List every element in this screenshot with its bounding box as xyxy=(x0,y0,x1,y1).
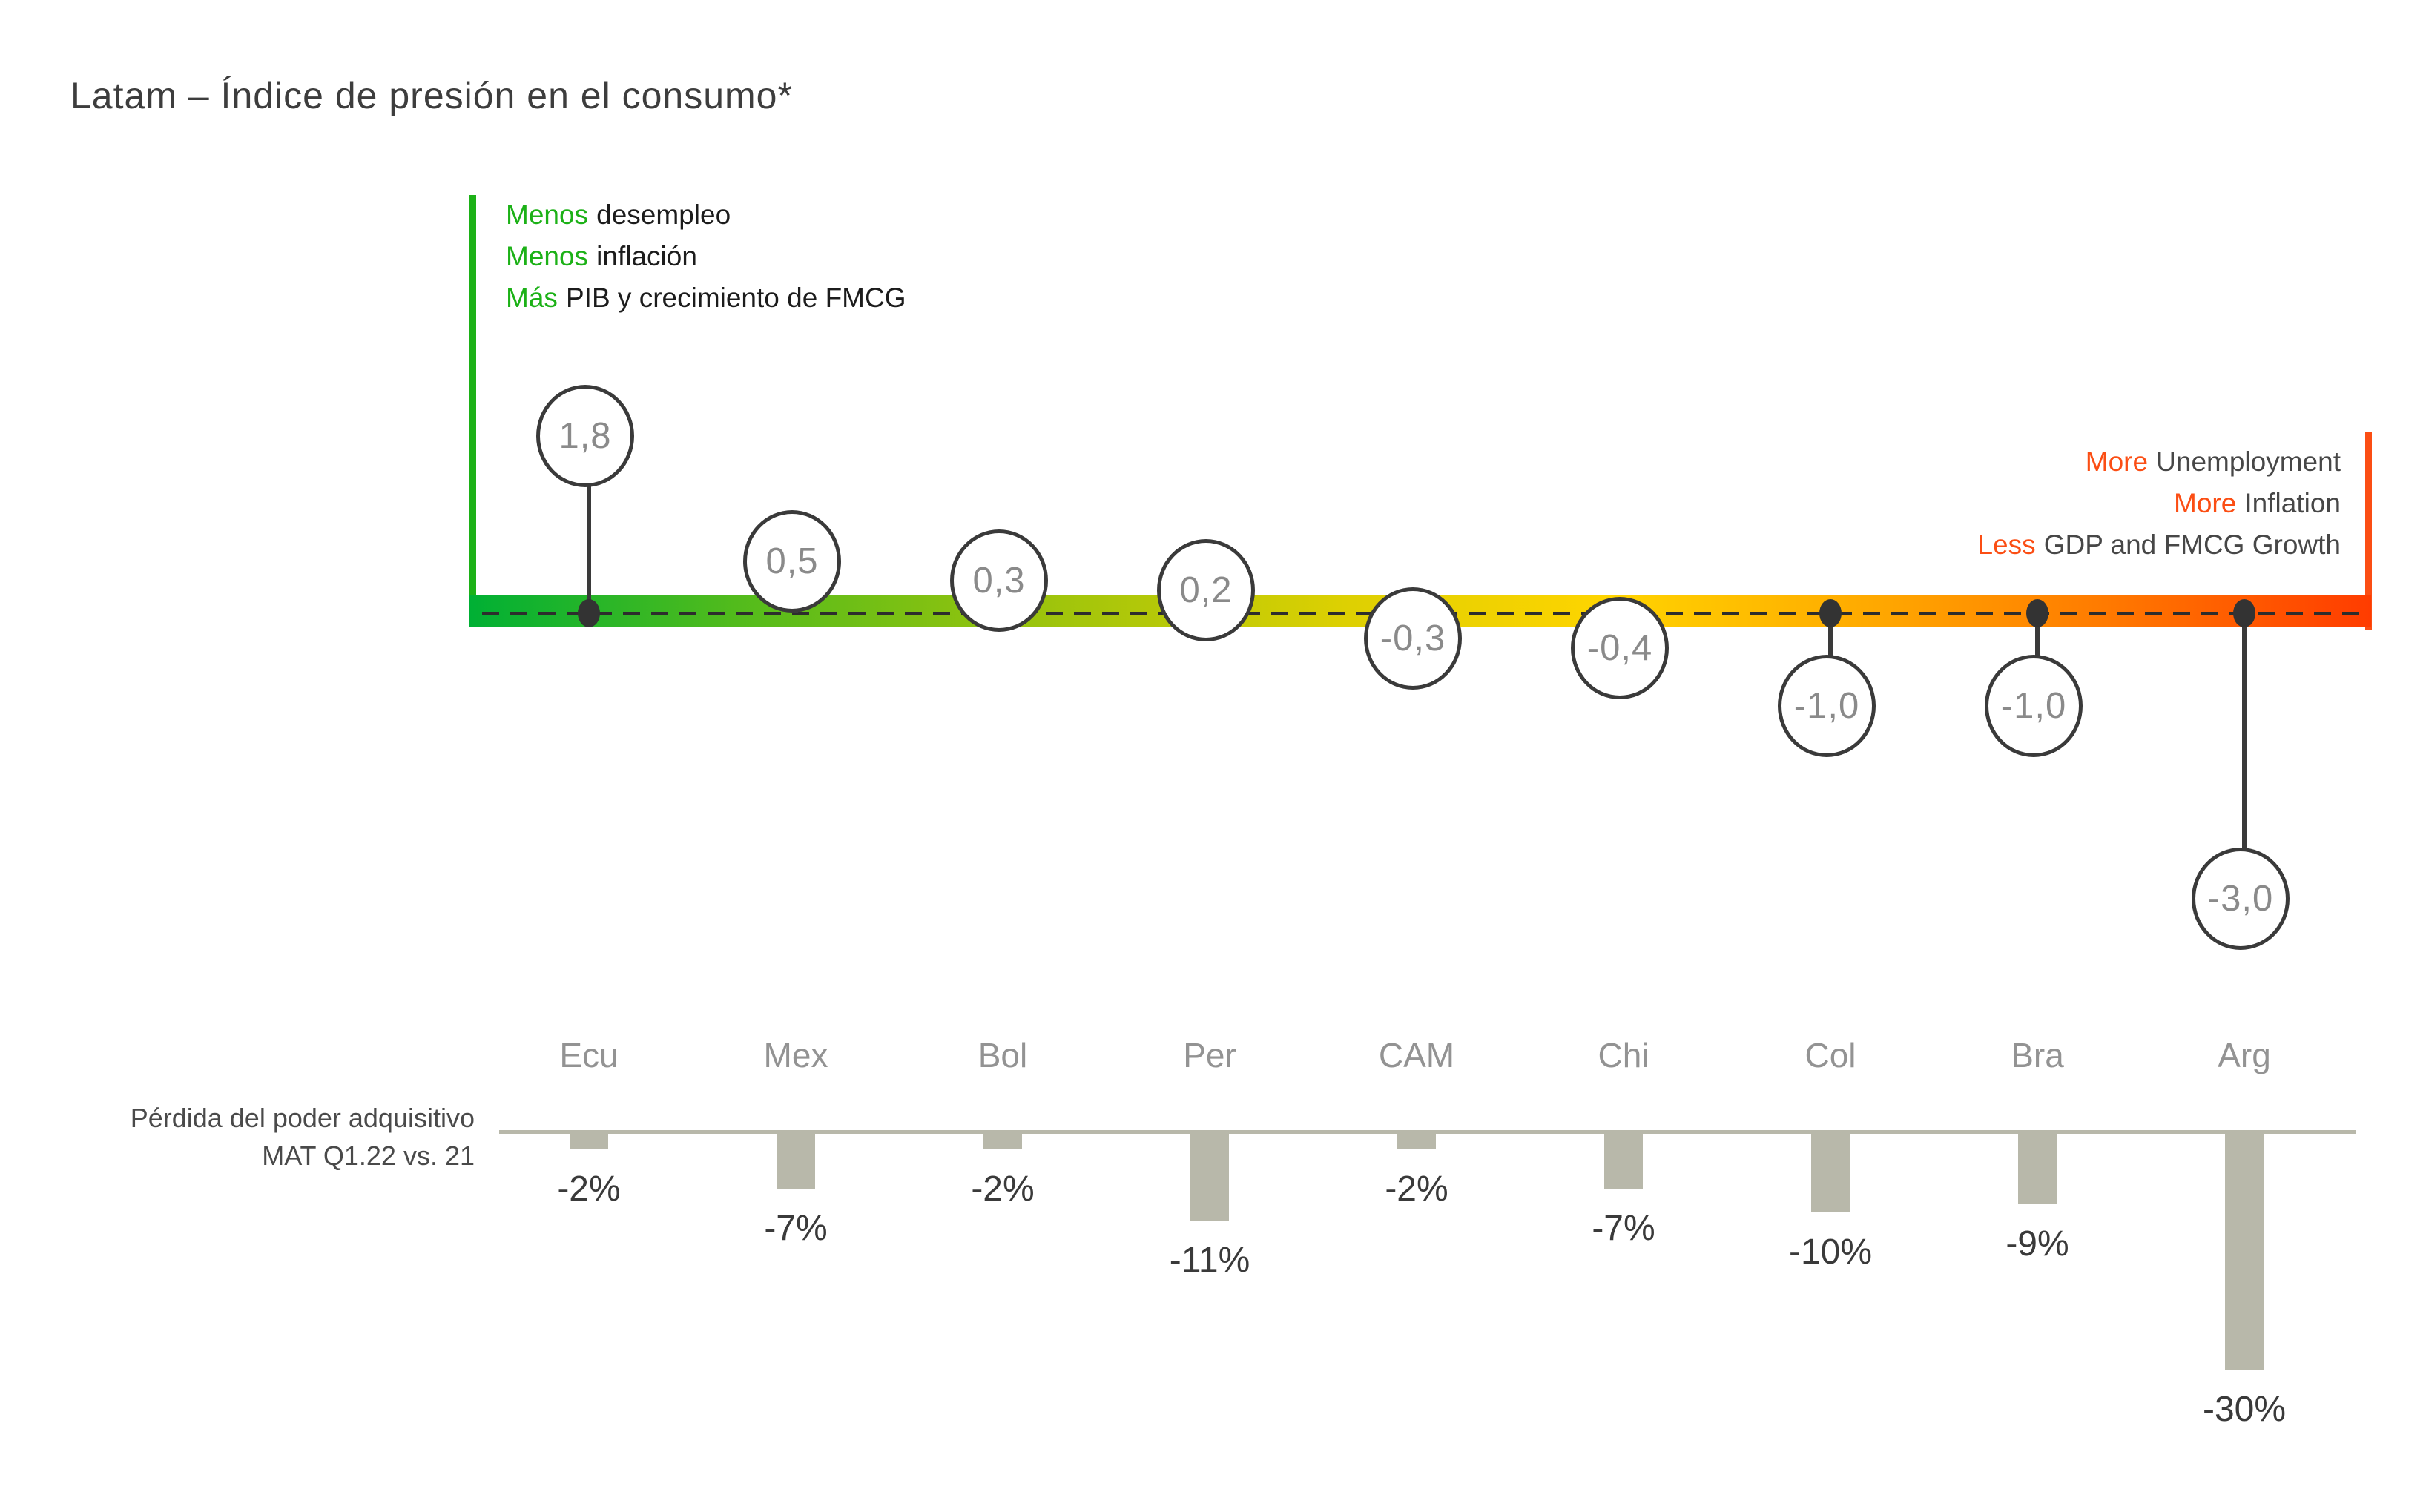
country-label: Arg xyxy=(2218,1036,2271,1074)
loss-bar xyxy=(1811,1134,1850,1212)
left-annotation-text: inflación xyxy=(596,241,697,271)
index-stem xyxy=(587,440,591,613)
right-annotation-text: Unemployment xyxy=(2156,446,2341,477)
country-label: Col xyxy=(1804,1036,1856,1074)
loss-bar xyxy=(2018,1134,2057,1204)
country-label: Chi xyxy=(1598,1036,1649,1074)
green-axis-line xyxy=(469,195,476,627)
index-value: -0,4 xyxy=(1586,628,1653,668)
country-label: CAM xyxy=(1378,1036,1455,1074)
index-value: 1,8 xyxy=(558,416,612,456)
country-label: Per xyxy=(1183,1036,1236,1074)
country-label: Bra xyxy=(2011,1036,2064,1074)
right-annotation: More Unemployment More Inflation Less GDP a… xyxy=(1977,441,2341,566)
loss-value: -9% xyxy=(2005,1224,2069,1264)
country-label: Ecu xyxy=(559,1036,619,1074)
index-value: 0,3 xyxy=(972,561,1026,601)
index-value-circle: -3,0 xyxy=(2192,848,2290,950)
loss-bar xyxy=(983,1134,1022,1149)
index-dot xyxy=(2026,599,2048,627)
index-value-circle: -0,3 xyxy=(1364,587,1462,690)
index-value-circle: -1,0 xyxy=(1778,655,1876,757)
loss-bar xyxy=(2225,1134,2264,1370)
right-annotation-highlight: More xyxy=(2085,446,2149,477)
index-value-circle: 0,3 xyxy=(950,529,1048,632)
loss-bar xyxy=(1190,1134,1229,1221)
index-value: -3,0 xyxy=(2207,879,2274,919)
index-dot xyxy=(2233,599,2255,627)
index-value-circle: -0,4 xyxy=(1571,597,1669,699)
right-annotation-line: Less GDP and FMCG Growth xyxy=(1977,524,2341,566)
right-annotation-text: GDP and FMCG Growth xyxy=(2043,529,2341,560)
loss-bar xyxy=(777,1134,815,1189)
loss-bar xyxy=(1604,1134,1643,1189)
loss-bar xyxy=(570,1134,608,1149)
right-annotation-highlight: Less xyxy=(1977,529,2036,560)
index-value: 0,5 xyxy=(765,541,819,581)
left-annotation-highlight: Menos xyxy=(506,199,589,230)
index-value: -1,0 xyxy=(2000,686,2067,726)
axis-label-line2: MAT Q1.22 vs. 21 xyxy=(262,1140,475,1171)
index-dot xyxy=(578,599,600,627)
left-annotation-line: Más PIB y crecimiento de FMCG xyxy=(506,277,906,319)
loss-bar xyxy=(1397,1134,1436,1149)
orange-axis-line xyxy=(2365,432,2372,630)
left-annotation-text: PIB y crecimiento de FMCG xyxy=(566,283,906,313)
index-value-circle: 0,2 xyxy=(1157,539,1255,641)
axis-label: Pérdida del poder adquisitivo MAT Q1.22 … xyxy=(0,1099,475,1175)
loss-value: -2% xyxy=(1385,1169,1448,1209)
loss-value: -7% xyxy=(764,1209,828,1248)
axis-label-line1: Pérdida del poder adquisitivo xyxy=(130,1103,475,1133)
index-stem xyxy=(2242,613,2247,902)
index-value: -0,3 xyxy=(1380,618,1446,658)
index-value: -1,0 xyxy=(1793,686,1860,726)
index-value-circle: 1,8 xyxy=(536,385,634,487)
left-annotation-line: Menos desempleo xyxy=(506,194,906,236)
loss-value: -2% xyxy=(971,1169,1035,1209)
loss-value: -10% xyxy=(1788,1232,1873,1272)
bar-baseline xyxy=(499,1130,2356,1134)
left-annotation-highlight: Menos xyxy=(506,241,589,271)
loss-value: -11% xyxy=(1169,1241,1250,1280)
index-value-circle: -1,0 xyxy=(1985,655,2083,757)
right-annotation-line: More Inflation xyxy=(1977,483,2341,524)
country-label: Mex xyxy=(763,1036,828,1074)
loss-value: -30% xyxy=(2202,1390,2287,1429)
left-annotation-line: Menos inflación xyxy=(506,236,906,277)
left-annotation-highlight: Más xyxy=(506,283,558,313)
left-annotation-text: desempleo xyxy=(596,199,731,230)
loss-value: -7% xyxy=(1592,1209,1655,1248)
index-value-circle: 0,5 xyxy=(743,510,841,613)
right-annotation-highlight: More xyxy=(2174,488,2237,518)
index-dot xyxy=(1819,599,1842,627)
index-value: 0,2 xyxy=(1179,570,1233,610)
right-annotation-text: Inflation xyxy=(2244,488,2341,518)
left-annotation: Menos desempleo Menos inflación Más PIB y c… xyxy=(506,194,906,319)
page-title: Latam – Índice de presión en el consumo* xyxy=(70,75,793,116)
country-label: Bol xyxy=(978,1036,1028,1074)
loss-value: -2% xyxy=(557,1169,621,1209)
right-annotation-line: More Unemployment xyxy=(1977,441,2341,483)
